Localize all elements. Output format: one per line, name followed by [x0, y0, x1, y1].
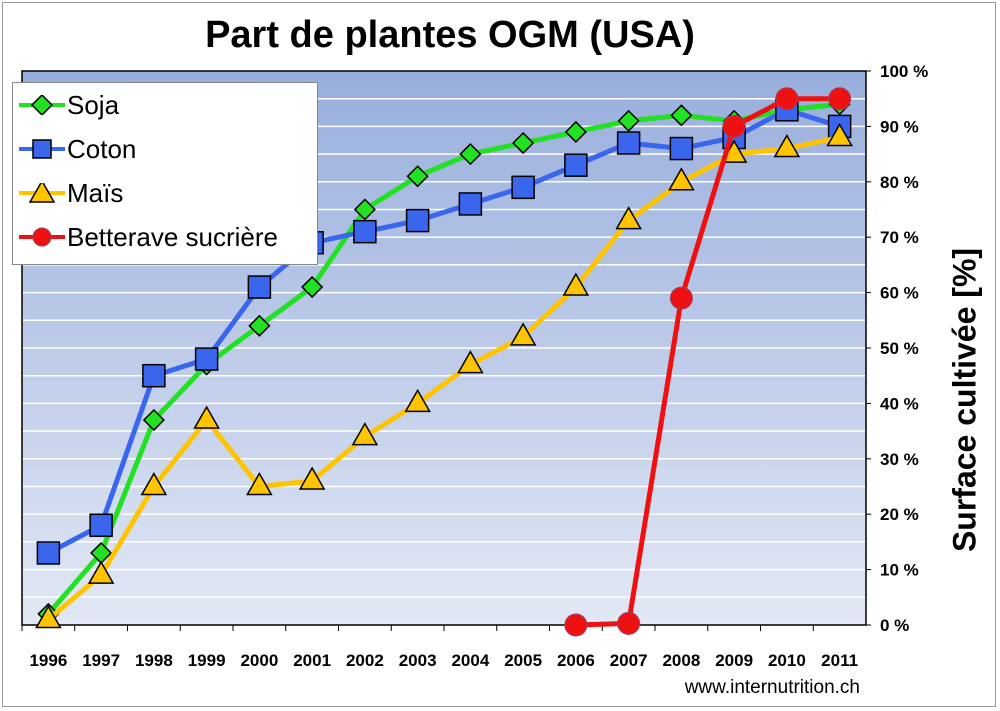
legend-item: Maïs — [19, 173, 123, 213]
data-point — [616, 131, 641, 155]
legend: Soja Coton Maïs Betterave sucrière — [12, 82, 318, 265]
x-tick-label: 2006 — [557, 651, 595, 670]
circle-marker-icon — [19, 227, 65, 247]
data-point — [405, 208, 430, 233]
x-tick-label: 2004 — [451, 651, 489, 670]
data-point — [564, 153, 588, 177]
data-point — [828, 87, 852, 111]
data-point — [353, 198, 376, 221]
y-axis-label: Surface cultivée [%] — [946, 247, 983, 553]
x-tick-label: 1997 — [82, 651, 120, 670]
data-point — [87, 560, 115, 584]
data-point — [564, 613, 588, 637]
x-tick-label: 2005 — [504, 651, 542, 670]
x-tick-label: 1998 — [135, 651, 173, 670]
data-point — [140, 471, 168, 496]
legend-label: Maïs — [67, 177, 124, 208]
y-tick-label: 40 % — [880, 394, 919, 413]
legend-item: Betterave sucrière — [19, 217, 278, 257]
data-point — [775, 87, 799, 111]
legend-marker — [28, 183, 56, 203]
data-point — [670, 104, 693, 127]
data-point — [35, 604, 62, 629]
data-point — [512, 131, 535, 155]
y-tick-label: 10 % — [880, 561, 919, 580]
data-point — [247, 275, 272, 299]
series-betterave-sucri-re — [564, 87, 852, 637]
data-point — [615, 206, 642, 230]
legend-marker — [32, 227, 52, 247]
data-point — [457, 350, 484, 374]
y-tick-label: 80 % — [880, 173, 919, 192]
footer-url: www.internutrition.ch — [684, 677, 860, 698]
legend-label: Coton — [67, 133, 137, 164]
data-point — [194, 347, 219, 371]
data-point — [617, 109, 640, 132]
data-point — [351, 422, 379, 446]
legend-label: Soja — [67, 89, 120, 120]
series-line — [46, 135, 841, 622]
data-point — [36, 541, 61, 565]
data-point — [669, 286, 693, 310]
data-point — [142, 363, 166, 388]
data-point — [564, 120, 587, 144]
x-tick-label: 2008 — [662, 651, 700, 670]
data-point — [459, 143, 482, 166]
data-point — [617, 611, 641, 635]
data-point — [458, 192, 483, 216]
data-point — [562, 272, 590, 296]
y-tick-label: 60 % — [880, 284, 919, 303]
data-point — [773, 134, 801, 158]
data-point — [668, 167, 695, 191]
legend-item: Soja — [19, 85, 119, 125]
legend-item: Coton — [19, 129, 136, 169]
data-point — [89, 513, 113, 538]
y-tick-label: 30 % — [880, 450, 919, 469]
data-point — [669, 136, 694, 161]
x-tick-label: 2010 — [768, 651, 806, 670]
series-ma-s — [35, 122, 853, 629]
data-point — [404, 388, 431, 413]
data-point — [142, 408, 165, 432]
data-point — [826, 122, 853, 147]
y-tick-label: 0 % — [880, 616, 909, 635]
chart-title: Part de plantes OGM (USA) — [205, 14, 695, 56]
y-tick-label: 90 % — [880, 117, 919, 136]
y-tick-label: 20 % — [880, 505, 919, 524]
data-point — [509, 322, 537, 346]
triangle-marker-icon — [19, 183, 65, 203]
x-tick-label: 1999 — [188, 651, 226, 670]
data-point — [722, 114, 746, 138]
square-marker-icon — [19, 139, 65, 159]
y-tick-label: 50 % — [880, 339, 919, 358]
x-tick-label: 2001 — [293, 651, 331, 670]
data-point — [248, 314, 271, 337]
diamond-marker-icon — [19, 95, 65, 115]
x-tick-label: 2007 — [610, 651, 648, 670]
x-tick-label: 2009 — [715, 651, 753, 670]
data-point — [511, 175, 535, 200]
series-coton — [36, 98, 852, 565]
x-tick-label: 2003 — [399, 651, 437, 670]
series-line — [46, 101, 840, 616]
x-tick-label: 2002 — [346, 651, 384, 670]
legend-marker — [30, 95, 54, 115]
data-point — [193, 405, 220, 429]
legend-marker — [32, 139, 52, 159]
x-tick-label: 1996 — [29, 651, 67, 670]
y-tick-label: 100 % — [880, 62, 928, 81]
legend-label: Betterave sucrière — [67, 221, 278, 252]
x-tick-label: 2011 — [821, 651, 858, 670]
data-point — [246, 471, 273, 496]
data-point — [406, 165, 429, 188]
series-line — [47, 107, 841, 556]
y-tick-label: 70 % — [880, 228, 919, 247]
data-point — [353, 219, 377, 244]
x-tick-label: 2000 — [240, 651, 278, 670]
data-point — [301, 275, 324, 299]
data-point — [298, 466, 326, 490]
